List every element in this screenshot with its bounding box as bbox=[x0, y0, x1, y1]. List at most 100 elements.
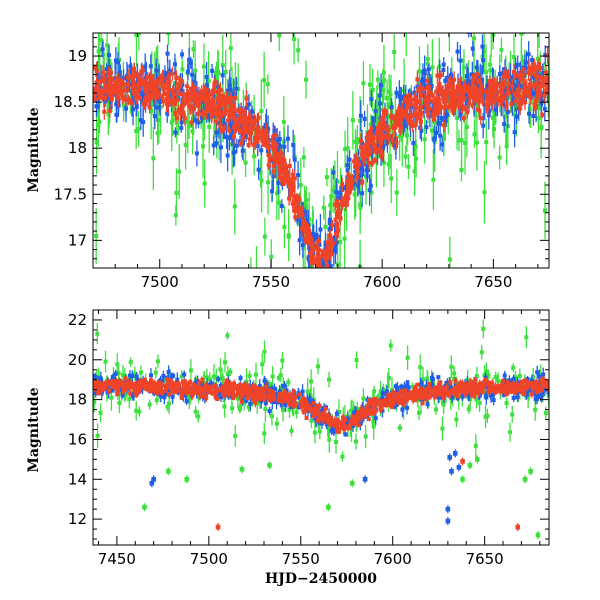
data-point bbox=[140, 68, 145, 73]
data-point bbox=[306, 230, 311, 235]
data-point bbox=[238, 141, 243, 146]
data-point bbox=[483, 414, 488, 419]
data-point bbox=[428, 90, 433, 95]
data-point bbox=[481, 123, 486, 128]
data-point bbox=[118, 84, 123, 89]
data-point bbox=[334, 190, 339, 195]
data-point bbox=[459, 167, 464, 172]
data-point bbox=[328, 203, 333, 208]
data-point bbox=[484, 103, 489, 108]
data-point bbox=[525, 377, 530, 382]
data-point bbox=[399, 96, 404, 101]
data-point bbox=[427, 78, 432, 83]
data-point bbox=[193, 118, 198, 123]
data-point bbox=[167, 401, 172, 406]
data-point bbox=[506, 81, 511, 86]
data-point bbox=[276, 200, 281, 205]
data-point bbox=[211, 374, 216, 379]
data-point bbox=[535, 56, 540, 61]
data-point bbox=[323, 242, 328, 247]
data-point bbox=[277, 33, 282, 38]
data-point bbox=[231, 134, 236, 139]
data-point bbox=[225, 371, 230, 376]
data-point bbox=[431, 177, 436, 182]
data-point bbox=[209, 110, 214, 115]
data-point bbox=[316, 265, 321, 268]
data-point bbox=[361, 396, 366, 401]
data-point bbox=[459, 81, 464, 86]
data-point bbox=[307, 396, 312, 401]
data-point bbox=[458, 78, 463, 83]
data-point bbox=[304, 77, 309, 82]
data-point bbox=[131, 80, 136, 85]
data-point bbox=[213, 119, 218, 124]
data-point bbox=[530, 58, 535, 63]
data-point bbox=[416, 111, 421, 116]
data-point bbox=[392, 49, 397, 54]
data-point bbox=[196, 111, 201, 116]
data-point bbox=[294, 410, 299, 415]
data-point bbox=[107, 70, 112, 75]
y-tick-label: 18 bbox=[68, 139, 87, 157]
data-point bbox=[239, 118, 244, 123]
data-point bbox=[327, 377, 332, 382]
data-point bbox=[96, 91, 101, 96]
data-point bbox=[465, 110, 470, 115]
data-point bbox=[155, 105, 160, 110]
data-point bbox=[326, 281, 330, 285]
data-point bbox=[207, 124, 212, 129]
data-point bbox=[358, 202, 363, 207]
data-point bbox=[303, 236, 308, 241]
data-point bbox=[408, 120, 413, 125]
data-point bbox=[151, 80, 156, 85]
data-point bbox=[367, 129, 372, 134]
data-point bbox=[252, 154, 257, 159]
data-point bbox=[115, 78, 120, 83]
data-point bbox=[369, 163, 374, 168]
data-point bbox=[220, 112, 225, 117]
data-point bbox=[438, 133, 443, 138]
data-point bbox=[263, 129, 268, 134]
data-point bbox=[535, 88, 540, 93]
data-point bbox=[227, 111, 232, 116]
data-point bbox=[314, 232, 319, 237]
data-point bbox=[318, 275, 322, 279]
data-point bbox=[511, 395, 516, 400]
top-tick-marks bbox=[92, 33, 549, 269]
data-point bbox=[189, 120, 194, 125]
data-point bbox=[202, 92, 207, 97]
data-point bbox=[233, 433, 238, 438]
data-point bbox=[201, 64, 206, 69]
data-point bbox=[166, 74, 171, 79]
data-point bbox=[422, 97, 427, 102]
data-point bbox=[355, 175, 360, 180]
data-point bbox=[155, 131, 160, 136]
data-point bbox=[314, 269, 318, 273]
data-point bbox=[129, 101, 134, 106]
data-point bbox=[317, 429, 322, 434]
data-point bbox=[165, 404, 170, 409]
data-point bbox=[253, 140, 258, 145]
data-point bbox=[480, 44, 485, 49]
data-point bbox=[422, 68, 427, 73]
data-point bbox=[97, 79, 102, 84]
data-point bbox=[181, 113, 186, 118]
data-point bbox=[479, 78, 484, 83]
data-point bbox=[143, 64, 148, 69]
data-point bbox=[519, 33, 524, 36]
data-point bbox=[449, 85, 454, 90]
data-point bbox=[539, 101, 544, 106]
data-point bbox=[342, 196, 347, 201]
data-point bbox=[166, 84, 171, 89]
data-point bbox=[144, 95, 149, 100]
data-point bbox=[153, 94, 158, 99]
data-point bbox=[345, 163, 350, 168]
data-point bbox=[161, 83, 166, 88]
data-point bbox=[301, 219, 306, 224]
data-point bbox=[492, 84, 497, 89]
data-point bbox=[119, 79, 124, 84]
data-point bbox=[389, 105, 394, 110]
data-point bbox=[314, 245, 319, 250]
data-point bbox=[336, 409, 341, 414]
